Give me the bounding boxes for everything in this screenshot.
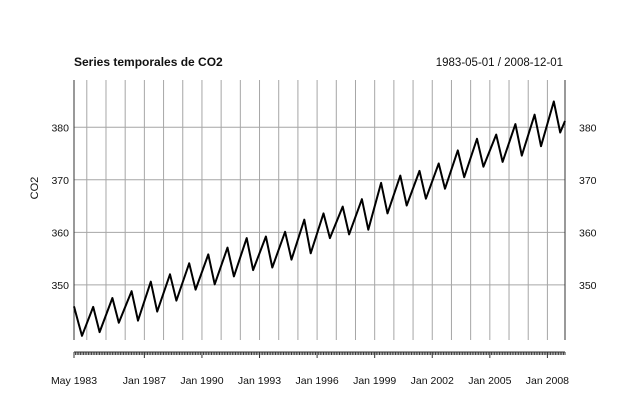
y-tick-label-left: 350 xyxy=(51,280,69,292)
y-axis-label: CO2 xyxy=(29,177,41,200)
x-tick-label: Jan 1999 xyxy=(353,375,396,387)
y-tick-label-left: 380 xyxy=(51,122,69,134)
chart-title: Series temporales de CO2 xyxy=(74,55,223,69)
x-tick-label: Jan 1987 xyxy=(123,375,166,387)
series-line-co2 xyxy=(73,100,566,337)
y-tick-label-right: 350 xyxy=(579,280,597,292)
series-group xyxy=(73,100,566,337)
y-tick-label-right: 360 xyxy=(579,227,597,239)
y-tick-label-right: 380 xyxy=(579,122,597,134)
x-tick-label: Jan 1990 xyxy=(180,375,223,387)
y-tick-label-left: 360 xyxy=(51,227,69,239)
grid-lines xyxy=(74,80,565,340)
date-range: 1983-05-01 / 2008-12-01 xyxy=(436,57,563,69)
axes xyxy=(73,80,566,358)
x-tick-label: Jan 2002 xyxy=(411,375,454,387)
y-tick-label-left: 370 xyxy=(51,175,69,187)
x-tick-label: Jan 2005 xyxy=(468,375,511,387)
tick-labels: May 1983 Jan 1987 Jan 1990 Jan 1993 Jan 1996… xyxy=(51,122,597,387)
x-tick-label: May 1983 xyxy=(51,375,97,387)
x-tick-label: Jan 1993 xyxy=(238,375,281,387)
x-tick-label: Jan 1996 xyxy=(295,375,338,387)
y-tick-label-right: 370 xyxy=(579,175,597,187)
x-tick-label: Jan 2008 xyxy=(526,375,569,387)
